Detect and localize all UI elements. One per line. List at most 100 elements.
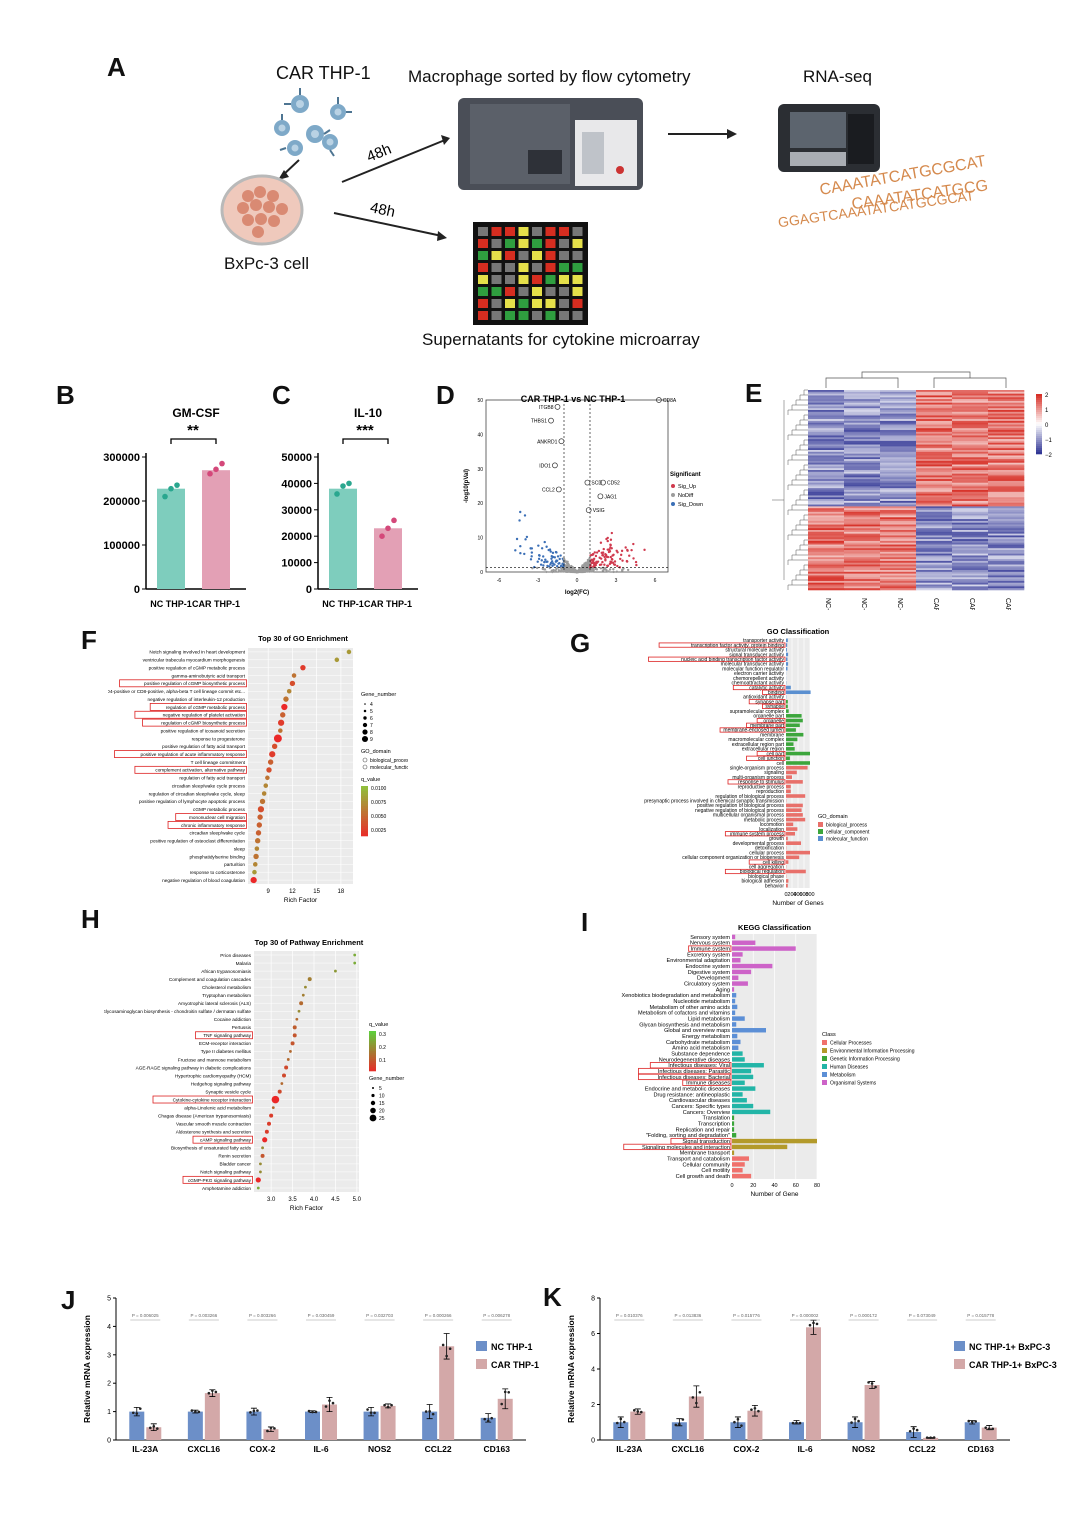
e-cell (880, 582, 917, 585)
e-cell (808, 450, 845, 453)
e-cell (916, 442, 953, 445)
e-cell (952, 530, 989, 533)
k-category: CXCL16 (672, 1444, 705, 1454)
d-xlabel: log2(FC) (565, 590, 589, 596)
f-point (263, 783, 269, 788)
h-size-legend-label: 25 (379, 1116, 385, 1122)
e-cell (952, 573, 989, 576)
microarray-spot (518, 275, 529, 284)
d-point (586, 570, 589, 573)
k-point (874, 1385, 877, 1389)
j-pvalue: P = 0.003266 (190, 1313, 217, 1318)
e-cell (988, 517, 1025, 520)
i-legend-label: Human Diseases (830, 1065, 869, 1071)
d-point (611, 561, 615, 564)
h-highlight-box (192, 1135, 253, 1144)
c-point (379, 533, 385, 539)
i-category-label: Signaling molecules and interaction (642, 1145, 730, 1151)
d-point (590, 558, 593, 562)
j-bar (263, 1429, 279, 1440)
microarray-spot (491, 251, 502, 260)
microarray-spot (491, 227, 502, 236)
i-bar (732, 1051, 743, 1056)
f-term-label: negative regulation of platelet activati… (163, 713, 246, 718)
d-point (588, 562, 591, 565)
f-point (259, 798, 266, 805)
e-cell (808, 526, 845, 529)
microarray-spot (491, 275, 502, 284)
h-point (290, 1041, 295, 1046)
d-gene-label: CCL2 (542, 487, 555, 493)
e-cell (844, 470, 881, 473)
c-ytick-label: 10000 (281, 558, 312, 570)
e-scale-bar (1036, 444, 1042, 447)
g-category-label: cell aggregation (749, 865, 785, 871)
g-category-label: multicellular organismal process (713, 813, 785, 819)
d-point (555, 564, 559, 568)
e-cell (988, 524, 1025, 527)
d-point (536, 560, 539, 563)
e-scale-bar (1036, 394, 1042, 397)
e-cell (808, 446, 845, 449)
j-category: COX-2 (249, 1444, 275, 1454)
e-cell (844, 537, 881, 540)
panel-label-g: G (570, 628, 591, 658)
h-term-label: Renin secretion (218, 1154, 251, 1159)
h-size-legend-label: 10 (379, 1094, 385, 1100)
e-cell (844, 397, 881, 400)
microarray-spot (478, 263, 488, 272)
d-point (554, 560, 558, 563)
d-point (524, 538, 527, 541)
d-label-point (552, 462, 558, 469)
microarray-spot (559, 287, 569, 296)
e-cell (916, 517, 953, 520)
h-point (259, 1162, 262, 1166)
e-cell (988, 451, 1025, 454)
e-cell (808, 424, 845, 427)
e-cell (952, 397, 989, 400)
h-q-colorbar (369, 1067, 376, 1070)
e-cell (808, 540, 845, 544)
d-point (540, 547, 544, 550)
e-cell (808, 437, 845, 440)
d-point (542, 555, 545, 558)
h-term-label: Fructose and mannose metabolism (178, 1057, 251, 1062)
e-cell (844, 495, 881, 498)
e-column-dendrogram (825, 371, 1007, 388)
k-point (678, 1422, 681, 1426)
d-point (519, 552, 522, 555)
f-term-label: positive regulation of fatty acid transp… (162, 744, 246, 749)
j-point (207, 1391, 211, 1395)
b-sig: ** (187, 422, 199, 439)
e-scale-label: 2 (1045, 393, 1049, 399)
d-point (598, 556, 601, 559)
e-cell (808, 493, 845, 496)
e-cell (808, 548, 845, 551)
e-cell (952, 448, 989, 451)
g-highlight-box (724, 868, 786, 875)
e-cell (844, 484, 881, 487)
microarray-spot (518, 227, 529, 236)
microarray-spot (572, 239, 583, 248)
d-point (619, 553, 623, 557)
i-bar (732, 1138, 817, 1144)
e-cell (808, 480, 845, 484)
e-cell (988, 482, 1025, 485)
e-cell (916, 571, 953, 574)
d-point (572, 568, 575, 571)
d-point (585, 566, 589, 569)
h-term-label: Cocaine addiction (214, 1017, 252, 1022)
f-size-legend-dot (361, 735, 369, 743)
k-point (967, 1419, 971, 1423)
h-point (292, 1025, 297, 1030)
i-category-label: Sensory system (690, 935, 730, 941)
g-bar (786, 827, 798, 831)
f-point (254, 846, 260, 851)
d-point (610, 547, 613, 550)
microarray-spot (532, 239, 542, 248)
e-cell (952, 473, 989, 476)
e-cell (988, 537, 1025, 540)
h-xtick-label: 3.0 (267, 1197, 276, 1203)
f-q-colorbar (361, 823, 368, 827)
